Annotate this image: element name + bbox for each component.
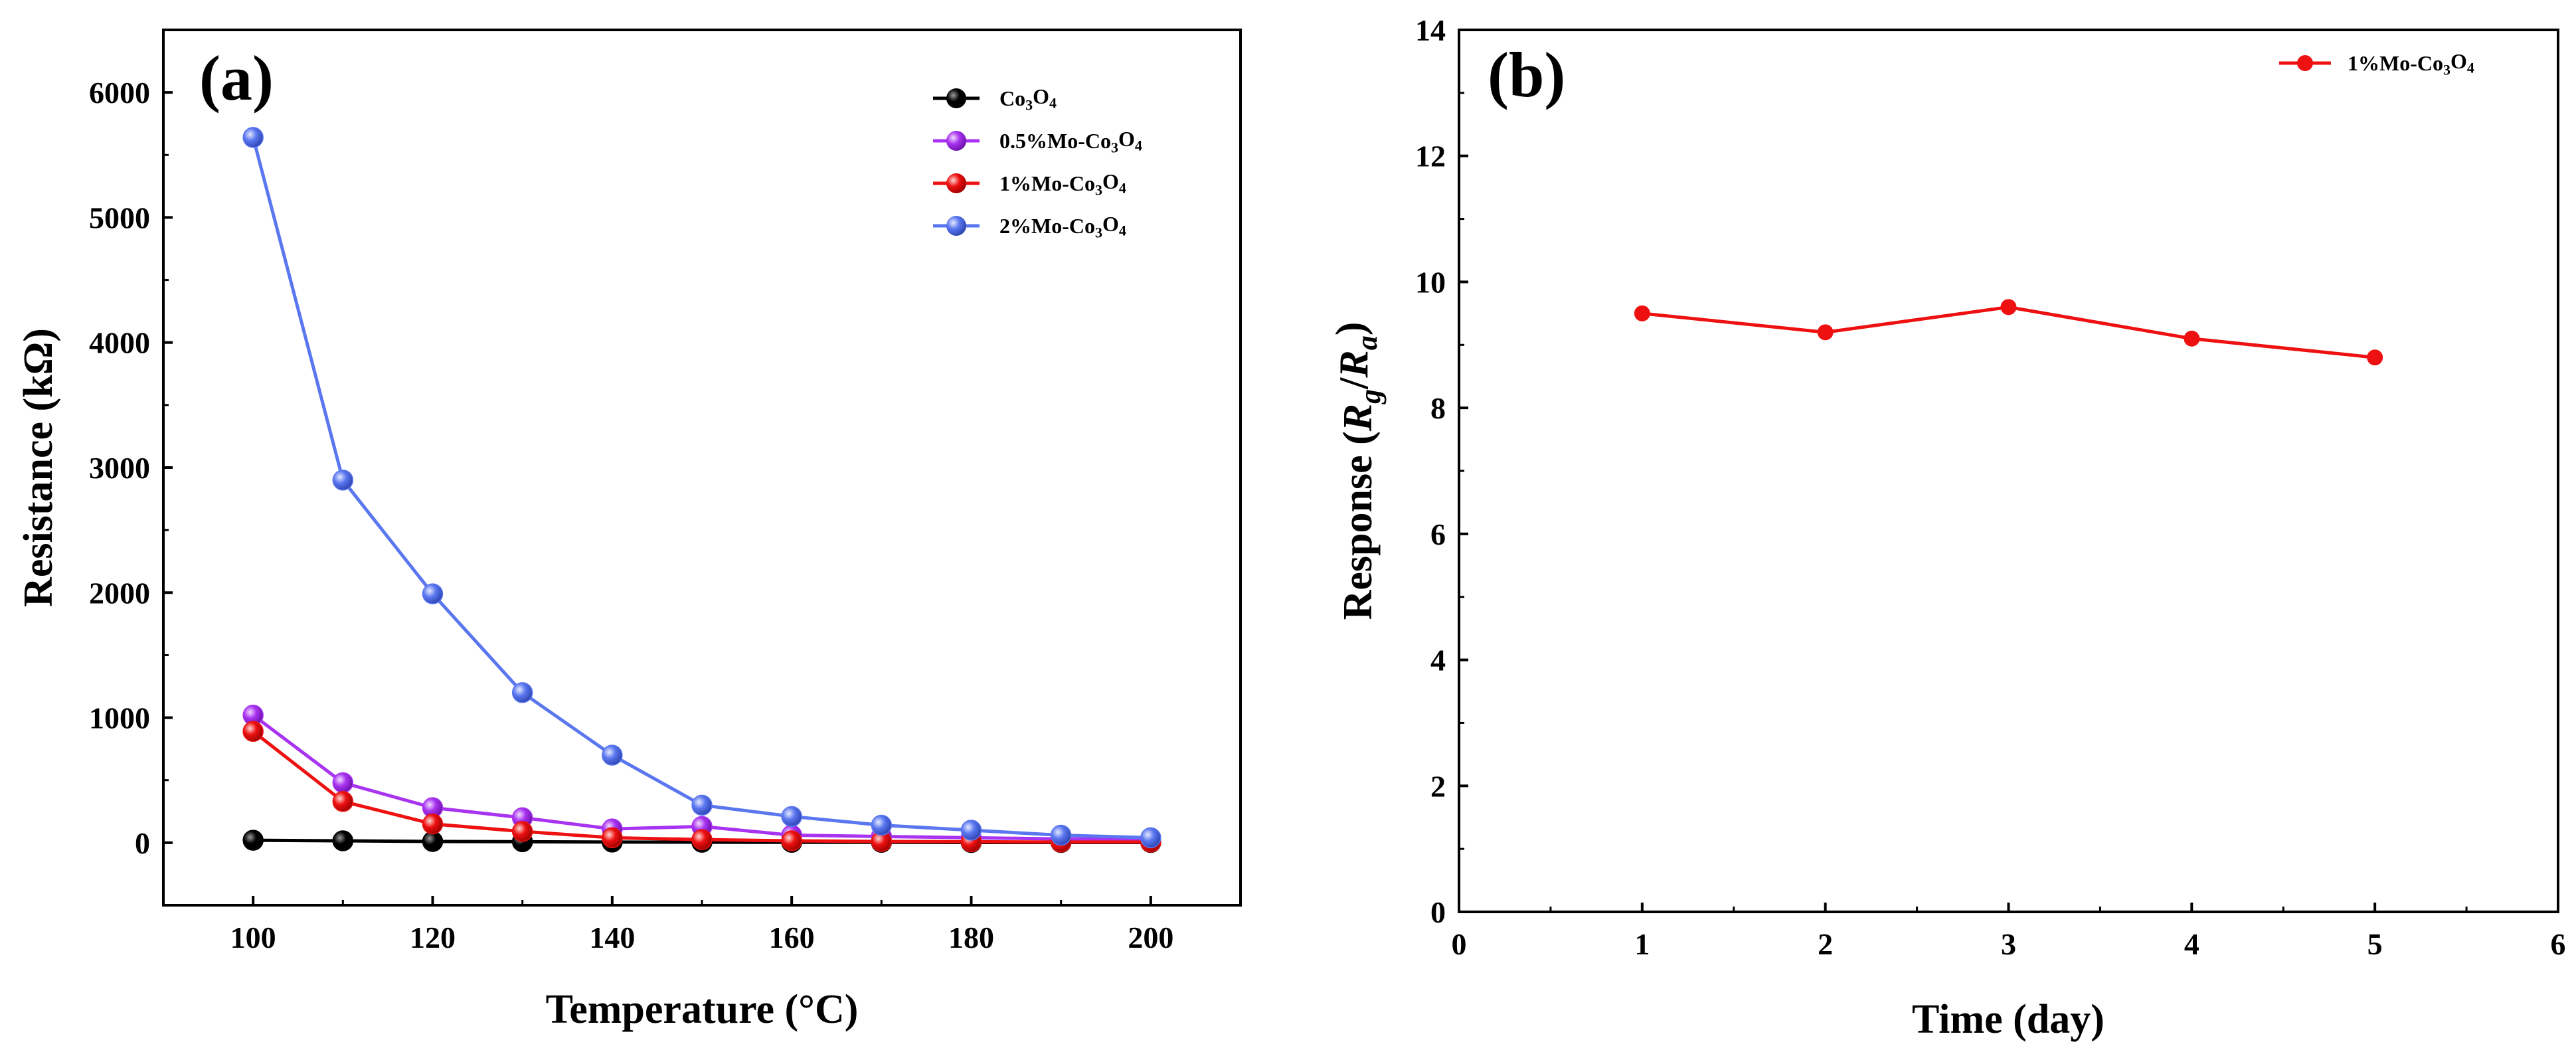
y-tick-label-a: 6000 <box>89 76 150 110</box>
panel-label-a: (a) <box>199 43 274 114</box>
data-point-a-3 <box>691 794 713 816</box>
y-tick-label-b: 14 <box>1415 13 1446 47</box>
y-axis-title-a: Resistance (kΩ) <box>16 328 61 607</box>
legend-label-a: 2%Mo-Co3O4 <box>999 212 1126 241</box>
data-point-a-2 <box>691 829 713 850</box>
y-tick-label-a: 4000 <box>89 326 150 360</box>
data-point-b-0 <box>2000 299 2017 315</box>
y-tick-label-b: 6 <box>1430 517 1446 551</box>
x-tick-label-a: 100 <box>230 921 276 954</box>
y-tick-label-b: 8 <box>1430 391 1446 425</box>
x-tick-label-b: 1 <box>1634 927 1650 961</box>
data-point-a-2 <box>602 827 623 849</box>
legend-label-a: Co3O4 <box>999 84 1057 114</box>
legend-label-a: 0.5%Mo-Co3O4 <box>999 127 1142 156</box>
y-tick-label-a: 0 <box>135 826 150 860</box>
y-tick-label-a: 3000 <box>89 451 150 485</box>
legend-marker-b <box>2297 55 2313 71</box>
x-tick-label-b: 5 <box>2367 927 2383 961</box>
x-axis-title-b: Time (day) <box>1912 997 2104 1042</box>
data-point-a-0 <box>422 831 444 852</box>
chart-a: 100 120 140 160 180 2000100020003000400050006… <box>16 29 1242 1032</box>
data-point-a-2 <box>781 830 802 851</box>
x-tick-label-a: 160 <box>769 921 815 954</box>
data-point-a-2 <box>242 721 264 743</box>
data-point-b-0 <box>2367 349 2383 366</box>
y-tick-label-b: 2 <box>1430 769 1446 803</box>
x-axis-title-a: Temperature (°C) <box>546 987 859 1032</box>
legend-marker-a <box>946 173 966 193</box>
y-tick-label-b: 10 <box>1415 265 1446 299</box>
y-tick-label-a: 1000 <box>89 701 150 735</box>
data-point-a-2 <box>511 821 533 842</box>
data-point-a-1 <box>332 772 354 794</box>
x-tick-label-a: 200 <box>1128 921 1173 954</box>
data-point-a-0 <box>242 830 264 851</box>
data-point-a-3 <box>332 470 354 491</box>
y-tick-label-b: 12 <box>1415 139 1446 173</box>
y-tick-label-b: 0 <box>1430 895 1446 929</box>
data-point-a-2 <box>422 813 444 835</box>
data-point-a-3 <box>242 127 264 148</box>
legend-a: Co3O4 0.5%Mo-Co3O4 1%Mo-Co3O4 2%Mo-Co3O4 <box>933 84 1142 241</box>
legend-marker-a <box>946 131 966 151</box>
data-point-a-3 <box>781 806 802 828</box>
x-tick-label-b: 0 <box>1452 927 1467 961</box>
x-tick-label-b: 2 <box>1818 927 1833 961</box>
plot-frame-b <box>1458 29 2559 913</box>
data-point-a-3 <box>871 814 893 836</box>
y-axis-title-b: Response (Rg/Ra) <box>1328 322 1387 620</box>
x-tick-label-b: 4 <box>2184 927 2199 961</box>
data-point-b-0 <box>1634 305 1650 321</box>
legend-label-a: 1%Mo-Co3O4 <box>999 169 1126 199</box>
x-tick-label-b: 6 <box>2551 927 2566 961</box>
data-point-a-2 <box>332 790 354 812</box>
y-tick-label-a: 2000 <box>89 576 150 610</box>
x-tick-label-a: 140 <box>589 921 635 954</box>
legend-marker-a <box>946 216 966 236</box>
x-tick-label-b: 3 <box>2001 927 2016 961</box>
plot-frame-a <box>162 29 1242 907</box>
data-point-a-3 <box>511 682 533 703</box>
data-point-a-3 <box>960 820 982 841</box>
x-tick-label-a: 180 <box>948 921 994 954</box>
panel-label-b: (b) <box>1488 39 1565 110</box>
data-point-a-3 <box>422 583 444 604</box>
legend-b: 1%Mo-Co3O4 <box>2279 49 2474 78</box>
legend-marker-a <box>946 88 966 108</box>
x-tick-label-a: 120 <box>410 921 456 954</box>
series-line-a-3 <box>251 137 1151 839</box>
legend-label-b: 1%Mo-Co3O4 <box>2348 49 2474 78</box>
data-point-a-3 <box>1050 824 1072 846</box>
data-point-a-0 <box>332 830 354 851</box>
data-point-a-3 <box>602 745 623 766</box>
y-tick-label-b: 4 <box>1430 644 1446 677</box>
data-point-b-0 <box>2184 330 2200 347</box>
data-point-a-3 <box>1140 827 1161 849</box>
y-tick-label-a: 5000 <box>89 201 150 234</box>
data-point-b-0 <box>1817 324 1834 341</box>
